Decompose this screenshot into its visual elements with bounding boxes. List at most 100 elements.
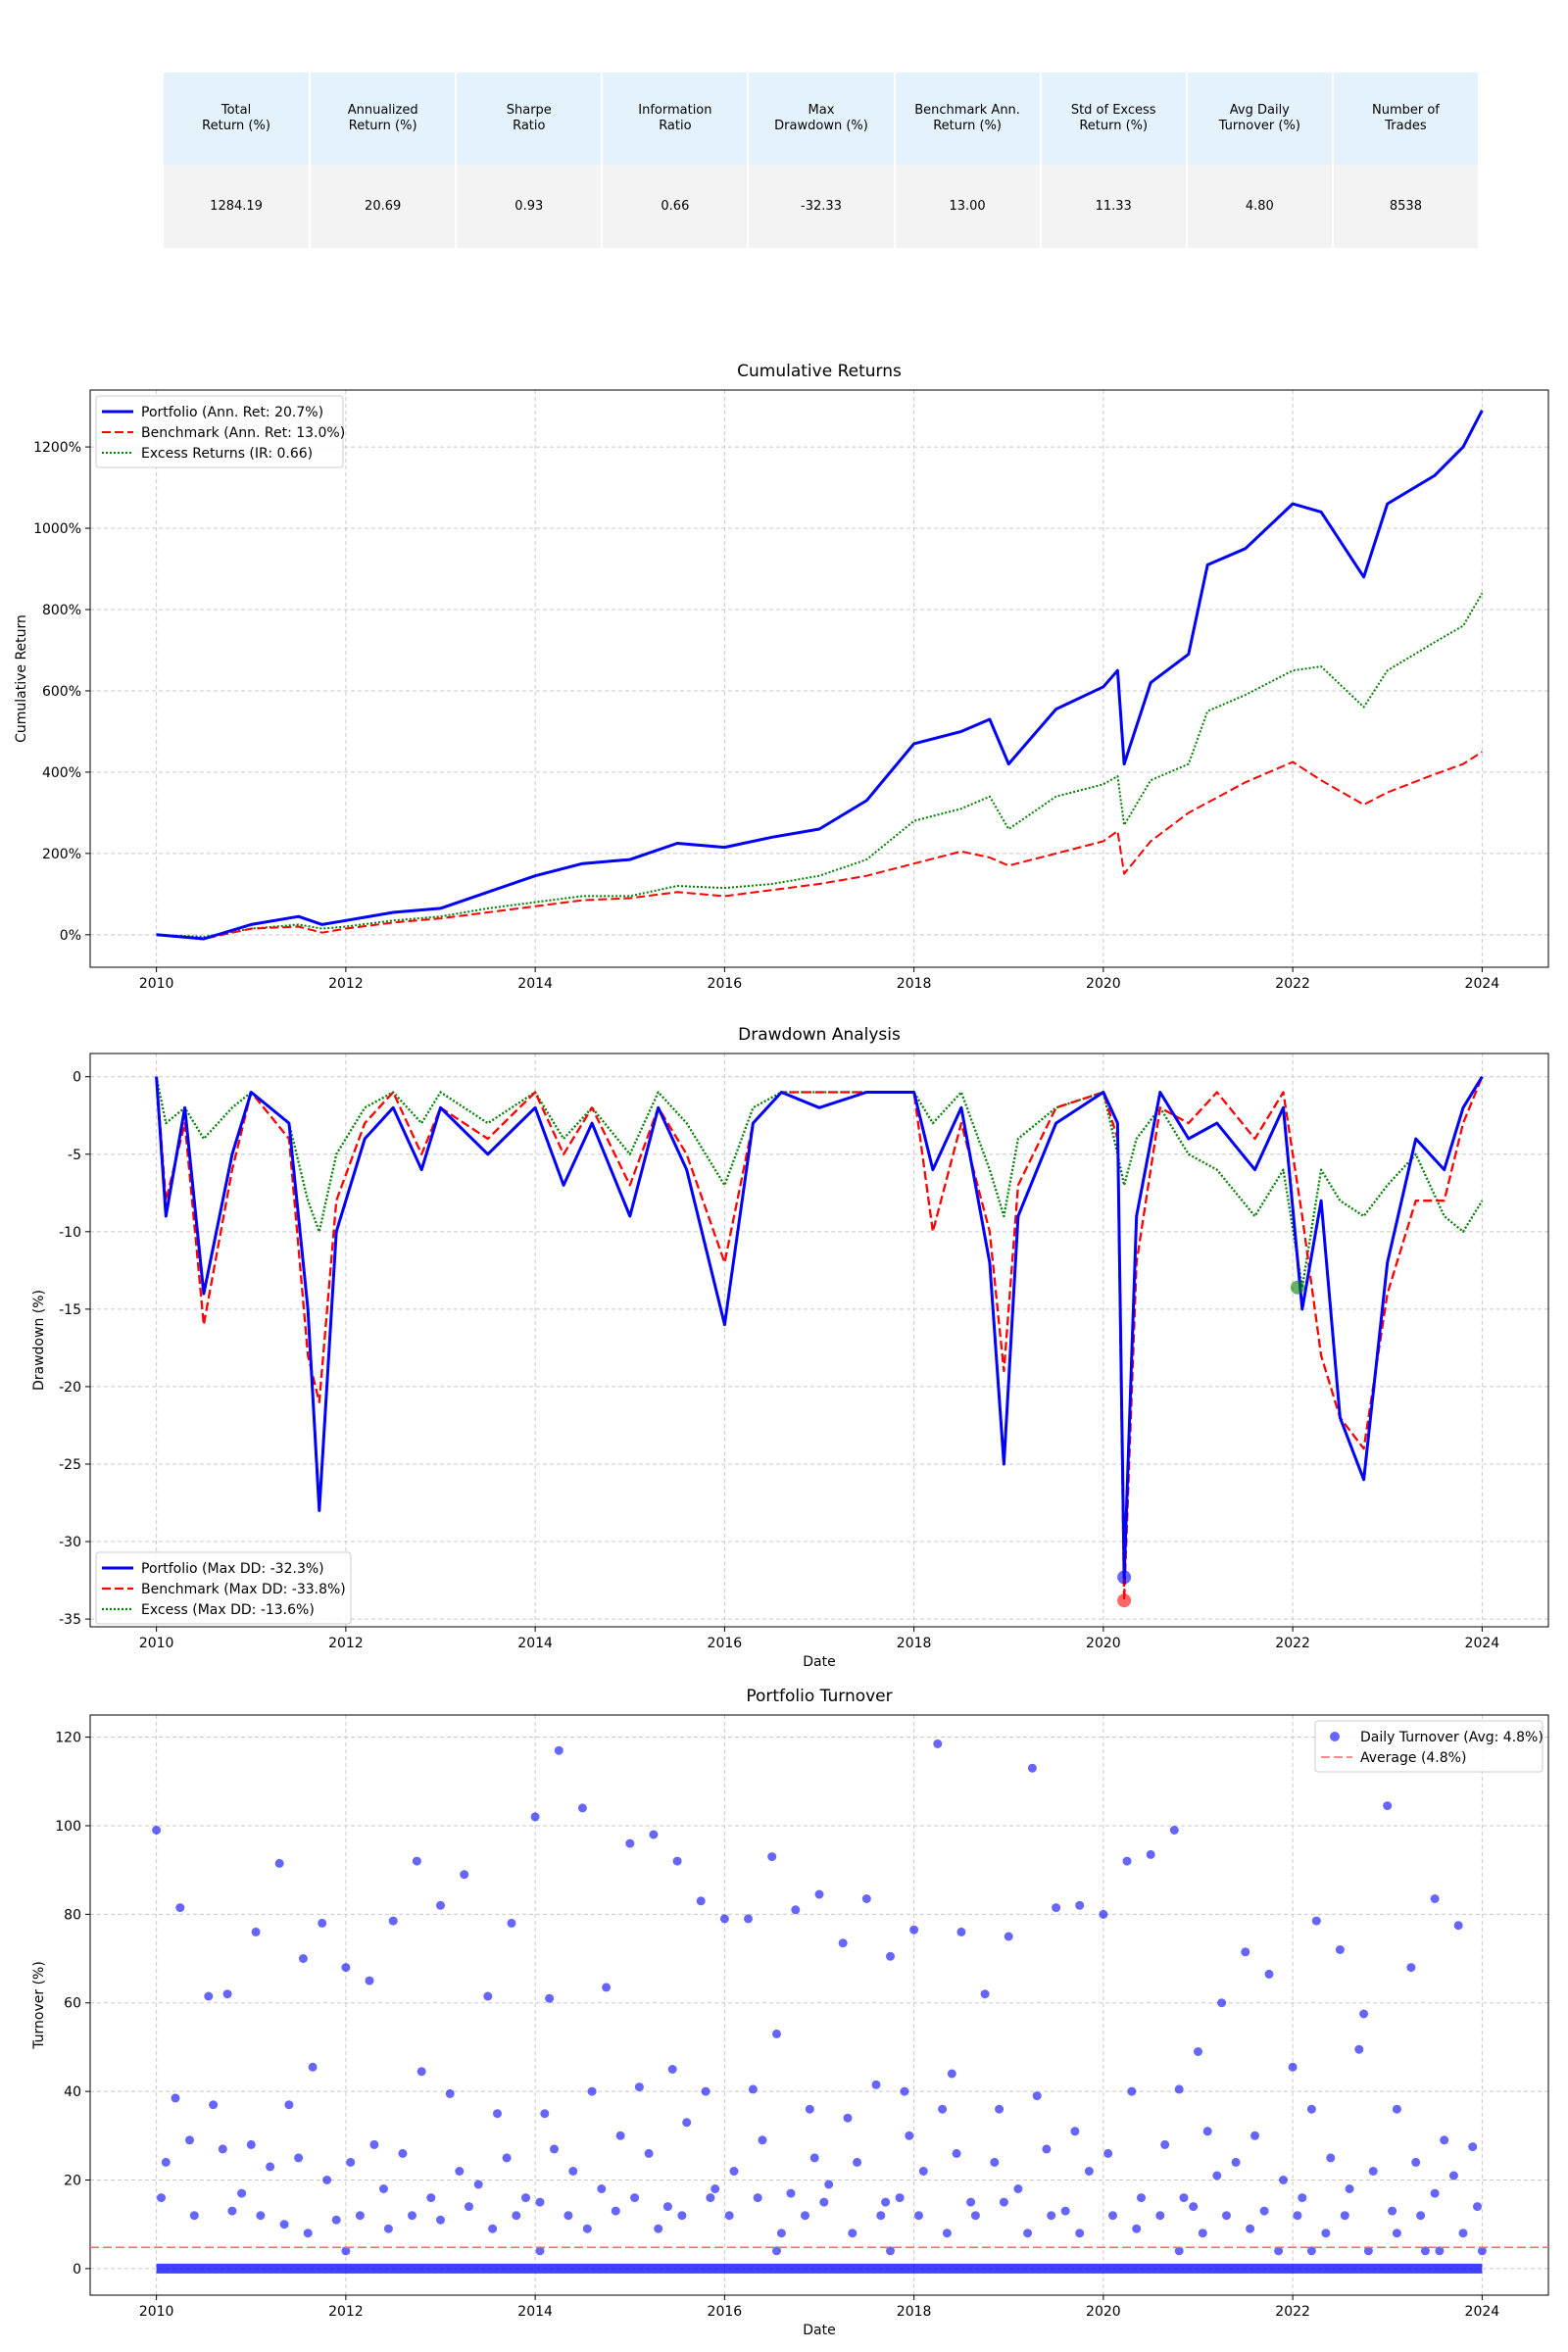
turnover-point (1406, 1963, 1416, 1973)
metrics-header-row: Total Return (%) Annualized Return (%) S… (164, 73, 1481, 165)
turnover-point (161, 2157, 171, 2167)
turnover-point (1222, 2211, 1231, 2221)
turnover-point (1392, 2104, 1401, 2114)
turnover-point (625, 1838, 635, 1848)
turnover-point (379, 2184, 388, 2193)
legend-marker (1330, 1732, 1340, 1741)
turnover-point (473, 2180, 483, 2189)
y-tick-label: 0 (73, 1070, 81, 1086)
turnover-point (1075, 2229, 1085, 2238)
turnover-point (1108, 2211, 1117, 2221)
x-tick-label: 2018 (897, 976, 932, 992)
turnover-point (886, 1951, 895, 1961)
x-tick-label: 2012 (328, 2304, 364, 2320)
x-tick-label: 2016 (708, 2304, 743, 2320)
legend-label: Portfolio (Max DD: -32.3%) (141, 1561, 324, 1577)
turnover-point (308, 2062, 318, 2072)
turnover-point (460, 1870, 469, 1880)
turnover-point (933, 1739, 943, 1748)
turnover-point (1279, 2176, 1288, 2184)
turnover-point (274, 1858, 284, 1868)
turnover-point (805, 2104, 814, 2114)
max-drawdown-marker (1117, 1593, 1132, 1608)
x-tick-label: 2012 (328, 976, 364, 992)
turnover-point (346, 2157, 356, 2167)
turnover-point (436, 2215, 445, 2225)
metric-value-information-ratio: 0.66 (602, 165, 750, 248)
turnover-point (1293, 2211, 1302, 2221)
turnover-point (502, 2153, 512, 2163)
turnover-point (801, 2211, 809, 2221)
turnover-point (465, 2202, 473, 2212)
legend-label: Excess (Max DD: -13.6%) (141, 1602, 315, 1618)
turnover-point (682, 2118, 692, 2128)
turnover-point (540, 2109, 550, 2119)
turnover-point (1052, 1903, 1061, 1913)
x-tick-label: 2016 (708, 976, 743, 992)
turnover-point (914, 2211, 923, 2221)
turnover-point (1042, 2144, 1052, 2154)
x-tick-label: 2020 (1086, 2304, 1121, 2320)
turnover-point (535, 2246, 545, 2256)
x-tick-label: 2022 (1275, 2304, 1310, 2320)
turnover-point (791, 1905, 801, 1915)
turnover-point (1231, 2157, 1241, 2167)
metric-value-std-excess: 11.33 (1040, 165, 1188, 248)
y-tick-label: 1200% (33, 440, 81, 456)
plot-frame (89, 389, 1549, 968)
y-tick-label: -25 (59, 1457, 81, 1473)
turnover-point (1202, 2127, 1212, 2136)
turnover-point (1198, 2229, 1207, 2238)
turnover-point (881, 2197, 891, 2207)
x-axis-label: Date (803, 2323, 835, 2338)
turnover-point (853, 2157, 862, 2167)
y-tick-label: 0% (60, 928, 81, 944)
x-tick-label: 2014 (517, 1636, 553, 1651)
turnover-point (1340, 2211, 1349, 2221)
turnover-point (1023, 2229, 1033, 2238)
cumulative-returns-chart: 2010 2012 2014 2016 2018 2020 2022 2024 0% 200% 40… (14, 362, 1549, 992)
turnover-point (1383, 1801, 1393, 1811)
legend-label: Average (4.8%) (1360, 1750, 1466, 1766)
turnover-point (577, 1803, 587, 1813)
max-drawdown-marker (1290, 1280, 1304, 1295)
turnover-point (318, 1918, 327, 1928)
turnover-point (1099, 1909, 1108, 1919)
turnover-point (222, 1989, 232, 1999)
turnover-point (1122, 1856, 1132, 1866)
turnover-point (900, 2086, 909, 2096)
x-tick-label: 2012 (328, 1636, 364, 1651)
turnover-point (1306, 2104, 1316, 2114)
turnover-point (602, 1983, 612, 1992)
turnover-point (1155, 2211, 1165, 2221)
turnover-point (521, 2193, 530, 2203)
turnover-point (597, 2184, 607, 2193)
turnover-point (1137, 2193, 1146, 2203)
turnover-point (1127, 2086, 1137, 2096)
turnover-point (1246, 2224, 1255, 2233)
turnover-point (1189, 2202, 1199, 2212)
turnover-point (1477, 2246, 1487, 2256)
turnover-point (1179, 2193, 1189, 2203)
metric-header-information-ratio: Information Ratio (602, 73, 750, 165)
x-tick-label: 2020 (1086, 1636, 1121, 1651)
turnover-point (672, 1856, 682, 1866)
x-tick-label: 2022 (1275, 1636, 1310, 1651)
turnover-point (175, 1903, 185, 1913)
turnover-point (545, 1993, 555, 2003)
turnover-point (767, 1852, 777, 1862)
y-tick-label: -30 (59, 1535, 81, 1550)
metric-header-annualized-return: Annualized Return (%) (310, 73, 458, 165)
x-tick-label: 2016 (708, 1636, 743, 1651)
turnover-point (1430, 2188, 1440, 2198)
turnover-point (649, 1830, 659, 1839)
turnover-point (412, 1856, 421, 1866)
turnover-point (956, 1927, 966, 1936)
turnover-point (535, 2197, 545, 2207)
turnover-point (1298, 2193, 1307, 2203)
turnover-point (824, 2180, 834, 2189)
turnover-point (1070, 2127, 1080, 2136)
turnover-point (507, 1918, 516, 1928)
turnover-point (266, 2162, 275, 2172)
turnover-point (966, 2197, 976, 2207)
